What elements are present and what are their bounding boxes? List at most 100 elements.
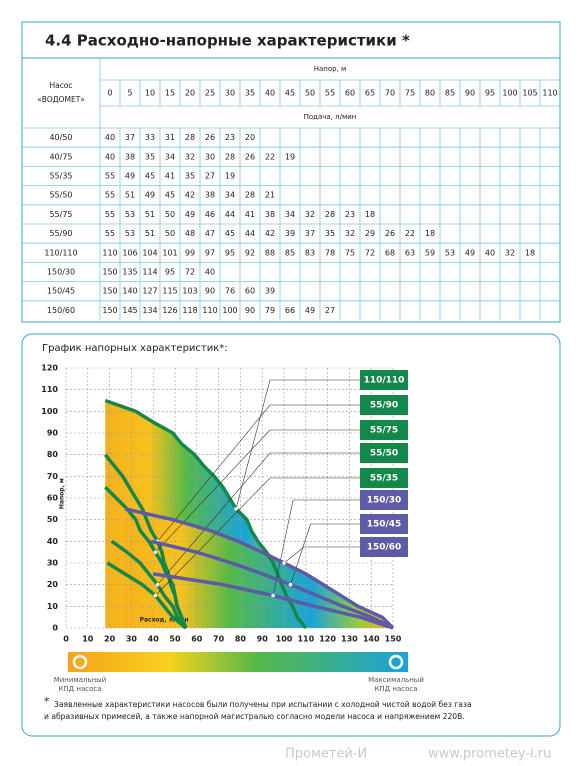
head-value: 5 — [127, 89, 132, 98]
flow-value: 19 — [225, 172, 235, 181]
pump-name: 55/75 — [49, 210, 72, 219]
flow-value: 85 — [285, 248, 295, 257]
pump-header: Насос — [49, 81, 72, 90]
flow-value: 76 — [225, 287, 235, 296]
flow-value: 44 — [245, 229, 255, 238]
flow-value: 53 — [125, 229, 135, 238]
flow-value: 18 — [525, 248, 535, 257]
leader-line — [235, 379, 360, 509]
flow-value: 51 — [125, 191, 135, 200]
head-value: 35 — [245, 89, 255, 98]
flow-value: 29 — [365, 229, 375, 238]
flow-value: 18 — [425, 229, 435, 238]
flow-value: 53 — [445, 248, 455, 257]
series-label: 55/50 — [370, 449, 398, 459]
scale-max-label: Максимальный — [368, 676, 424, 684]
flow-value: 41 — [245, 210, 255, 219]
head-value: 75 — [405, 89, 415, 98]
chart-title: График напорных характеристик*: — [42, 343, 228, 354]
flow-value: 104 — [142, 248, 157, 257]
flow-value: 35 — [145, 152, 155, 161]
flow-value: 95 — [165, 268, 175, 277]
flow-value: 49 — [125, 172, 135, 181]
x-tick-label: 0 — [63, 635, 69, 644]
flow-value: 45 — [145, 172, 155, 181]
flow-value: 55 — [105, 210, 115, 219]
flow-value: 106 — [122, 248, 137, 257]
flow-value: 32 — [505, 248, 515, 257]
x-tick-label: 60 — [191, 635, 203, 644]
flow-value: 100 — [222, 306, 237, 315]
table-frame — [21, 21, 561, 323]
series-label: 150/45 — [367, 520, 402, 530]
y-tick-label: 0 — [52, 624, 58, 633]
flow-value: 27 — [325, 306, 335, 315]
flow-value: 55 — [105, 229, 115, 238]
flow-value: 34 — [165, 152, 175, 161]
pump-name: 110/110 — [44, 248, 77, 257]
flow-value: 32 — [305, 210, 315, 219]
x-tick-label: 80 — [235, 635, 247, 644]
series-label: 150/60 — [367, 543, 402, 553]
flow-value: 66 — [285, 306, 295, 315]
head-value: 20 — [185, 89, 195, 98]
x-tick-label: 30 — [126, 635, 138, 644]
flow-value: 127 — [142, 287, 157, 296]
flow-value: 150 — [102, 268, 117, 277]
flow-value: 41 — [165, 172, 175, 181]
flow-value: 134 — [142, 306, 157, 315]
series-box — [360, 537, 408, 557]
flow-value: 19 — [285, 152, 295, 161]
flow-value: 30 — [205, 152, 215, 161]
x-tick-label: 20 — [104, 635, 116, 644]
y-tick-label: 30 — [47, 559, 59, 568]
leader-dot — [282, 561, 286, 565]
flow-value: 28 — [225, 152, 235, 161]
head-value: 100 — [502, 89, 517, 98]
flow-value: 39 — [285, 229, 295, 238]
flow-value: 27 — [205, 172, 215, 181]
series-box — [360, 395, 408, 415]
x-tick-label: 100 — [276, 635, 293, 644]
flow-value: 51 — [145, 210, 155, 219]
series-box — [360, 514, 408, 534]
flow-value: 35 — [325, 229, 335, 238]
head-value: 70 — [385, 89, 395, 98]
x-tick-label: 150 — [385, 635, 402, 644]
flow-value: 37 — [305, 229, 315, 238]
series-box — [360, 490, 408, 510]
flow-value: 32 — [345, 229, 355, 238]
flow-value: 110 — [102, 248, 117, 257]
flow-value: 44 — [225, 210, 235, 219]
flow-value: 68 — [385, 248, 395, 257]
flow-value: 90 — [205, 287, 215, 296]
x-tick-label: 130 — [341, 635, 358, 644]
series-label: 110/110 — [364, 376, 405, 386]
flow-value: 33 — [145, 133, 155, 142]
page-title: 4.4 Расходно-напорные характеристики * — [45, 32, 410, 50]
series-label: 55/90 — [370, 401, 398, 411]
head-value: 25 — [205, 89, 215, 98]
x-tick-label: 70 — [213, 635, 225, 644]
pump-curve — [104, 398, 308, 630]
footnote-text: и абразивных примесей, а также напорной … — [44, 712, 465, 721]
leader-dot — [153, 593, 158, 598]
pump-name: 40/50 — [49, 133, 72, 142]
x-tick-label: 10 — [82, 635, 94, 644]
x-tick-label: 140 — [363, 635, 380, 644]
flow-label: Подача, л/мин — [304, 113, 357, 121]
flow-value: 23 — [225, 133, 235, 142]
y-axis-label: Напор, м — [59, 478, 66, 509]
y-tick-label: 50 — [47, 515, 59, 524]
flow-value: 35 — [185, 172, 195, 181]
flow-value: 72 — [185, 268, 195, 277]
flow-value: 49 — [305, 306, 315, 315]
head-value: 0 — [107, 89, 112, 98]
flow-value: 103 — [182, 287, 197, 296]
flow-value: 20 — [245, 133, 255, 142]
flow-value: 45 — [225, 229, 235, 238]
flow-value: 31 — [165, 133, 175, 142]
flow-value: 59 — [425, 248, 435, 257]
chart-frame — [21, 333, 561, 737]
